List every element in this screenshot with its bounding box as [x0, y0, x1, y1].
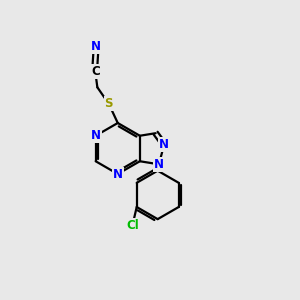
- Text: S: S: [105, 98, 113, 110]
- Text: N: N: [91, 129, 101, 142]
- Text: N: N: [113, 167, 123, 181]
- Text: N: N: [91, 40, 101, 53]
- Text: N: N: [154, 158, 164, 171]
- Text: C: C: [91, 65, 100, 78]
- Text: Cl: Cl: [127, 219, 139, 232]
- Text: N: N: [159, 138, 169, 151]
